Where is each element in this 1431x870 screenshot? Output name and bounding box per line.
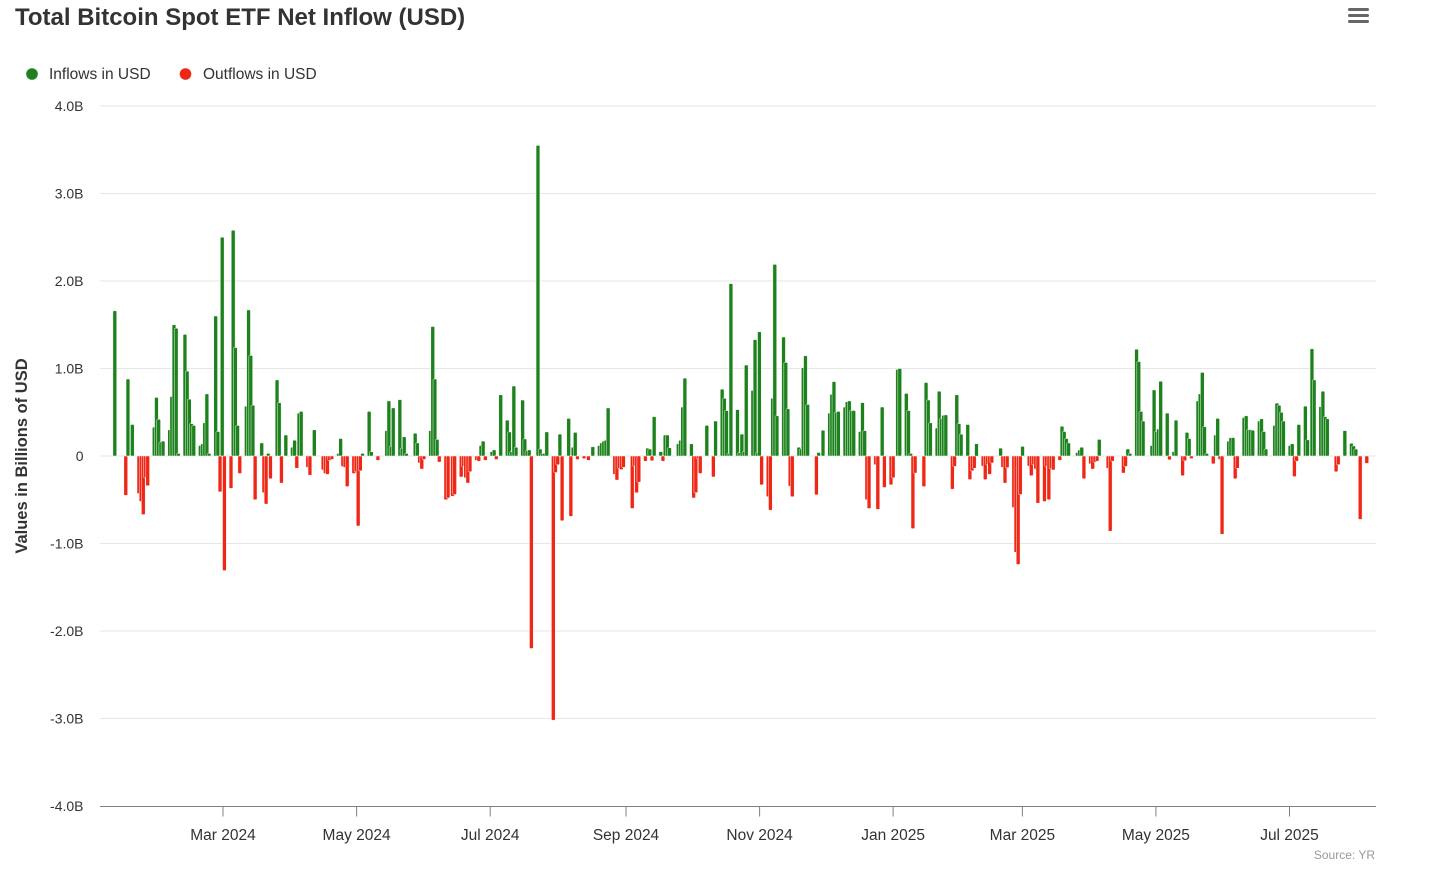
svg-text:Sep 2024: Sep 2024 [593, 827, 660, 844]
svg-text:Inflows in USD: Inflows in USD [49, 66, 151, 83]
svg-text:Values in Billions of USD: Values in Billions of USD [13, 358, 31, 553]
svg-text:Nov 2024: Nov 2024 [726, 827, 793, 844]
svg-text:0: 0 [76, 448, 84, 464]
svg-text:-4.0B: -4.0B [50, 798, 83, 814]
svg-text:-2.0B: -2.0B [50, 623, 83, 639]
svg-text:-3.0B: -3.0B [50, 711, 83, 727]
svg-text:2.0B: 2.0B [55, 273, 84, 289]
svg-text:May 2024: May 2024 [323, 827, 391, 844]
svg-text:Jul 2024: Jul 2024 [461, 827, 520, 844]
svg-text:Jan 2025: Jan 2025 [861, 827, 925, 844]
svg-text:-1.0B: -1.0B [50, 536, 83, 552]
svg-text:Mar 2024: Mar 2024 [190, 827, 256, 844]
svg-text:1.0B: 1.0B [55, 361, 84, 377]
svg-text:Jul 2025: Jul 2025 [1260, 827, 1319, 844]
svg-text:May 2025: May 2025 [1122, 827, 1190, 844]
svg-text:Source: YR: Source: YR [1314, 848, 1375, 862]
svg-text:Outflows in USD: Outflows in USD [203, 66, 317, 83]
svg-text:3.0B: 3.0B [55, 186, 84, 202]
svg-text:4.0B: 4.0B [55, 98, 84, 114]
svg-text:Mar 2025: Mar 2025 [990, 827, 1055, 844]
svg-text:Total Bitcoin Spot ETF Net Inf: Total Bitcoin Spot ETF Net Inflow (USD) [15, 4, 465, 31]
